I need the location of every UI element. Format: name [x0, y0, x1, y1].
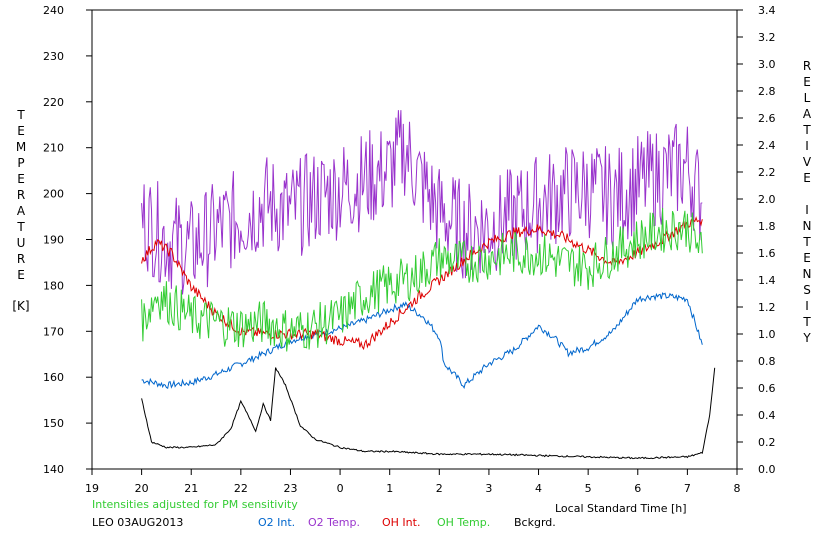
x-tick-label: 7 — [684, 482, 691, 495]
left-tick-label: 210 — [43, 142, 64, 155]
right-tick-label: 1.8 — [758, 220, 776, 233]
right-tick-label: 2.4 — [758, 139, 776, 152]
right-tick-label: 3.2 — [758, 31, 776, 44]
left-tick-label: 160 — [43, 371, 64, 384]
plot-area — [91, 9, 738, 470]
right-axis-letter: R — [803, 59, 811, 73]
right-axis-letter: E — [803, 75, 811, 89]
left-axis-letter: E — [17, 124, 25, 138]
left-tick-label: 150 — [43, 417, 64, 430]
left-axis-letter: M — [16, 140, 26, 154]
right-axis-letter: T — [802, 235, 811, 249]
x-tick-label: 20 — [135, 482, 149, 495]
right-tick-label: 2.8 — [758, 85, 776, 98]
legend-oh-temp: OH Temp. — [437, 516, 490, 529]
right-tick-label: 1.2 — [758, 301, 776, 314]
x-tick-label: 22 — [234, 482, 248, 495]
right-tick-label: 0.8 — [758, 355, 776, 368]
label-layer: Local Standard Time [h] Intensities adju… — [12, 59, 812, 529]
station-date: LEO 03AUG2013 — [92, 516, 183, 529]
right-axis-letter: N — [803, 267, 812, 281]
series-line — [141, 216, 703, 351]
series-line — [141, 110, 703, 295]
left-tick-label: 230 — [43, 50, 64, 63]
right-axis-letter: S — [803, 283, 811, 297]
x-axis-title: Local Standard Time [h] — [555, 502, 687, 515]
right-axis-letter: I — [805, 203, 809, 217]
left-axis-letter: A — [17, 204, 26, 218]
right-axis-letter: N — [803, 219, 812, 233]
x-tick-label: 0 — [337, 482, 344, 495]
x-tick-label: 23 — [283, 482, 297, 495]
right-tick-label: 1.6 — [758, 247, 776, 260]
right-axis-letter: Y — [802, 331, 811, 345]
x-tick-label: 21 — [184, 482, 198, 495]
right-tick-label: 1.4 — [758, 274, 776, 287]
x-tick-label: 4 — [535, 482, 542, 495]
left-axis-letter: R — [17, 188, 25, 202]
right-tick-label: 0.6 — [758, 382, 776, 395]
right-tick-label: 2.2 — [758, 166, 776, 179]
right-axis-letter: E — [803, 251, 811, 265]
series-layer — [141, 110, 716, 460]
left-tick-label: 200 — [43, 188, 64, 201]
left-axis-letter: T — [16, 108, 25, 122]
right-tick-label: 0.2 — [758, 436, 776, 449]
right-axis-letter: T — [802, 315, 811, 329]
left-axis-letter: P — [17, 156, 24, 170]
left-axis-letter: R — [17, 252, 25, 266]
right-tick-label: 3.4 — [758, 4, 776, 17]
right-axis-letter: T — [802, 123, 811, 137]
x-tick-label: 3 — [485, 482, 492, 495]
plot-frame — [91, 9, 738, 470]
left-axis-letter: E — [17, 172, 25, 186]
left-tick-label: 240 — [43, 4, 64, 17]
x-tick-label: 2 — [436, 482, 443, 495]
right-axis-letter: I — [805, 139, 809, 153]
x-tick-label: 6 — [634, 482, 641, 495]
x-tick-label: 5 — [585, 482, 592, 495]
legend-bckgrd: Bckgrd. — [514, 516, 556, 529]
right-axis-letter: I — [805, 299, 809, 313]
right-tick-label: 3.0 — [758, 58, 776, 71]
series-line — [141, 207, 703, 352]
legend-o2-int: O2 Int. — [258, 516, 295, 529]
axis-layer: 19 20 21 22 23 0 1 2 3 4 5 6 7 8140150160170180190200… — [43, 4, 776, 495]
left-axis-letter: E — [17, 268, 25, 282]
right-tick-label: 2.0 — [758, 193, 776, 206]
legend-o2-temp: O2 Temp. — [308, 516, 360, 529]
x-tick-label: 1 — [386, 482, 393, 495]
pm-sensitivity-note: Intensities adjusted for PM sensitivity — [92, 498, 298, 511]
right-tick-label: 0.0 — [758, 463, 776, 476]
x-tick-label: 19 — [85, 482, 99, 495]
x-tick-label: 8 — [734, 482, 741, 495]
left-tick-label: 180 — [43, 279, 64, 292]
left-tick-label: 220 — [43, 96, 64, 109]
right-tick-label: 0.4 — [758, 409, 776, 422]
right-axis-letter: L — [804, 91, 811, 105]
left-axis-letter: U — [17, 236, 26, 250]
right-axis-letter: V — [803, 155, 812, 169]
left-tick-label: 190 — [43, 234, 64, 247]
left-axis-letter: T — [16, 220, 25, 234]
left-tick-label: 140 — [43, 463, 64, 476]
legend-oh-int: OH Int. — [382, 516, 420, 529]
right-axis-letter: A — [803, 107, 812, 121]
right-axis-letter: E — [803, 171, 811, 185]
left-tick-label: 170 — [43, 325, 64, 338]
series-line — [141, 367, 716, 460]
right-tick-label: 1.0 — [758, 328, 776, 341]
left-axis-letter: [K] — [12, 299, 29, 313]
right-tick-label: 2.6 — [758, 112, 776, 125]
series-line — [141, 292, 703, 390]
